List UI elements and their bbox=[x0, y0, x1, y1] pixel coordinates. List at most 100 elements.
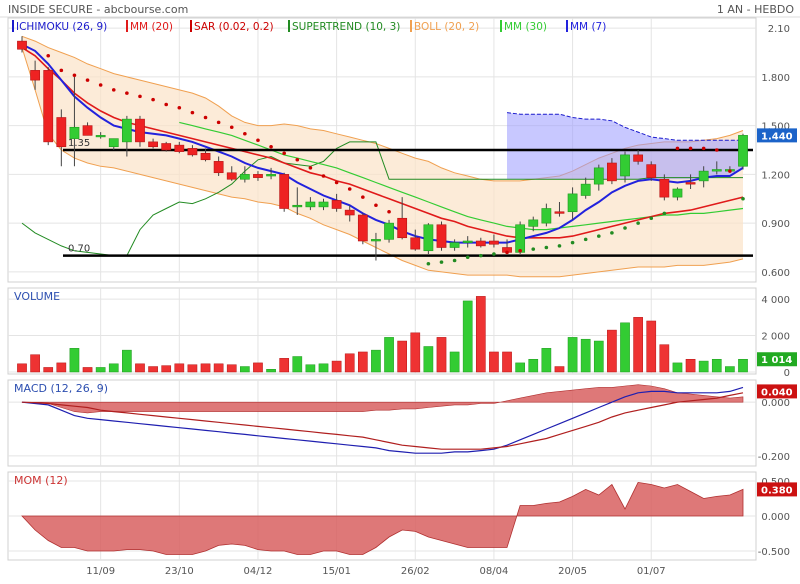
candle bbox=[711, 161, 722, 175]
candle-body bbox=[436, 224, 447, 248]
horizontal-level-label: 0.70 bbox=[68, 244, 90, 255]
volume-bar bbox=[253, 362, 263, 373]
sar-dot bbox=[216, 120, 221, 125]
supertrend-line bbox=[21, 141, 743, 257]
candle bbox=[436, 221, 447, 251]
price-tick-label: 1.200 bbox=[761, 170, 790, 181]
volume-bar bbox=[685, 358, 696, 373]
sar-dot bbox=[544, 245, 549, 250]
candle-body bbox=[253, 174, 263, 178]
volume-bar bbox=[240, 366, 250, 373]
volume-bar bbox=[226, 364, 237, 373]
candle-body bbox=[108, 138, 119, 148]
volume-bar bbox=[620, 322, 630, 373]
volume-bar bbox=[711, 358, 722, 373]
candle bbox=[659, 174, 670, 201]
sar-dot bbox=[361, 195, 365, 199]
candle bbox=[108, 138, 119, 150]
ichimoku-cloud bbox=[507, 112, 743, 180]
sar-dot bbox=[701, 146, 706, 151]
date-tick-label: 11/09 bbox=[86, 566, 115, 577]
sar-dot bbox=[623, 226, 627, 230]
volume-last-value-badge: 1 014 bbox=[757, 352, 797, 367]
volume-bar bbox=[187, 364, 198, 373]
mom-area bbox=[21, 481, 744, 555]
candle-body bbox=[738, 135, 748, 167]
volume-bar bbox=[292, 356, 303, 373]
macd-last-value-badge-bg bbox=[757, 384, 797, 399]
sar-dot bbox=[59, 68, 64, 73]
candle-body bbox=[462, 240, 473, 243]
sar-dot bbox=[597, 234, 601, 238]
volume-bar bbox=[567, 337, 578, 373]
candle bbox=[56, 109, 67, 167]
candle bbox=[95, 132, 106, 139]
mom-last-value-badge-text: 0.380 bbox=[761, 485, 793, 496]
volume-bar bbox=[554, 366, 565, 373]
candle bbox=[161, 141, 172, 152]
candle-body bbox=[449, 242, 460, 248]
price-tick-label: 1.800 bbox=[761, 73, 790, 84]
sar-dot bbox=[295, 157, 300, 162]
sar-dot bbox=[583, 237, 588, 242]
candle-body bbox=[226, 172, 237, 180]
price-last-value-badge: 1.440 bbox=[757, 128, 797, 143]
macd-tick-label: -0.200 bbox=[758, 452, 790, 463]
volume-bar bbox=[646, 320, 657, 373]
candle-body bbox=[292, 204, 303, 208]
candle bbox=[685, 174, 696, 189]
volume-bar bbox=[593, 340, 604, 373]
candle-body bbox=[371, 239, 381, 242]
sar-dot bbox=[243, 131, 247, 136]
legend-item: SAR (0.02, 0.2) bbox=[194, 21, 274, 33]
candle-body bbox=[685, 182, 696, 185]
sar-dot bbox=[256, 138, 260, 143]
candle bbox=[43, 67, 54, 146]
volume-bar bbox=[633, 317, 643, 373]
sar-dot bbox=[688, 146, 693, 151]
volume-bar bbox=[135, 363, 145, 373]
volume-bar bbox=[738, 358, 748, 373]
volume-bar bbox=[69, 348, 80, 373]
volume-bar bbox=[318, 363, 329, 373]
candle bbox=[226, 166, 237, 181]
candle bbox=[554, 202, 565, 217]
bollinger-band-fill bbox=[22, 36, 743, 277]
candle-body bbox=[567, 193, 578, 213]
volume-title: VOLUME bbox=[14, 290, 60, 303]
candle bbox=[633, 150, 644, 165]
price-axis: 0.600 0.900 1.200 1.500 1.800 2.10 1.440 bbox=[757, 24, 797, 279]
candle bbox=[449, 239, 460, 251]
volume-bar bbox=[331, 360, 342, 373]
volume-bar bbox=[213, 363, 224, 373]
candle bbox=[620, 151, 630, 183]
candle-body bbox=[305, 201, 316, 208]
sar-dot bbox=[426, 261, 431, 266]
candle-body bbox=[423, 224, 434, 252]
volume-bar bbox=[95, 367, 106, 373]
volume-bar bbox=[541, 348, 552, 373]
candle bbox=[567, 187, 578, 220]
volume-last-value-badge-bg bbox=[757, 352, 797, 367]
candle-body bbox=[279, 174, 290, 209]
volume-bar bbox=[462, 300, 473, 373]
sar-dot bbox=[531, 247, 536, 251]
macd-line bbox=[21, 386, 744, 454]
mom-tick-label: -0.500 bbox=[758, 547, 790, 558]
volume-bar bbox=[82, 367, 93, 373]
chart-period: 1 AN - HEBDO bbox=[717, 3, 794, 16]
candle-body bbox=[711, 169, 722, 172]
date-axis: 11/09 23/10 04/12 15/01 26/02 08/04 20/05 01/07 bbox=[86, 566, 665, 577]
volume-bar bbox=[528, 358, 539, 373]
candle bbox=[305, 197, 316, 211]
candle-body bbox=[698, 170, 709, 182]
date-tick-label: 01/07 bbox=[637, 566, 666, 577]
candle bbox=[239, 166, 250, 183]
sar-dot bbox=[492, 252, 496, 256]
legend-item: MM (20) bbox=[130, 21, 173, 33]
candle-body bbox=[475, 240, 486, 247]
legend-swatch bbox=[288, 20, 290, 32]
volume-bar bbox=[56, 362, 67, 373]
